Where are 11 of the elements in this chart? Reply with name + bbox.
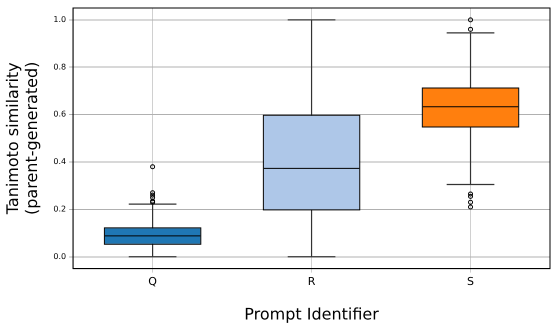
y-tick-label: 0.4	[53, 157, 66, 166]
y-axis-title: Tanimoto similarity (parent-generated)	[2, 62, 41, 216]
y-tick-label: 1.0	[53, 14, 66, 24]
x-tick-label: S	[467, 275, 474, 288]
y-tick-label: 0.6	[53, 110, 66, 119]
x-axis-title: Prompt Identifier	[244, 304, 380, 324]
x-tick-label: Q	[148, 275, 158, 288]
y-tick-label: 0.2	[53, 204, 66, 214]
y-tick-label: 0.8	[53, 62, 66, 72]
x-tick-label: R	[308, 275, 316, 288]
y-tick-label: 0.0	[53, 252, 66, 261]
